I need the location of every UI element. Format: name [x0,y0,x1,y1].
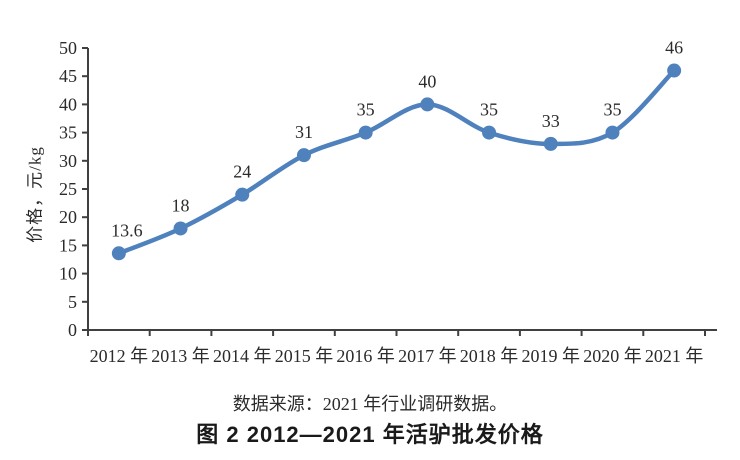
x-tick-label: 2012 年 [90,346,149,366]
y-tick-label: 25 [59,179,77,199]
y-tick-label: 0 [68,320,77,340]
data-point-label: 40 [418,71,436,91]
y-tick-label: 5 [68,292,77,312]
x-tick-label: 2013 年 [151,346,210,366]
y-tick-label: 20 [59,207,77,227]
data-point-label: 35 [480,100,498,120]
data-point-marker [111,246,126,261]
data-point-label: 33 [542,111,560,131]
x-tick-label: 2021 年 [645,346,704,366]
y-tick-label: 40 [59,94,77,114]
y-tick-label: 45 [59,66,77,86]
x-tick-label: 2017 年 [398,346,457,366]
data-point-marker [605,125,620,140]
data-point-label: 31 [295,122,313,142]
y-tick-label: 15 [59,235,77,255]
data-point-marker [667,63,682,78]
data-point-marker [173,221,188,236]
data-point-marker [358,125,373,140]
x-tick-label: 2015 年 [275,346,334,366]
data-point-label: 18 [172,195,190,215]
data-point-marker [482,125,497,140]
data-point-label: 46 [665,38,683,58]
x-tick-label: 2019 年 [522,346,581,366]
y-axis-title: 价格，元/kg [25,146,45,243]
data-point-marker [420,97,435,112]
data-point-marker [543,136,558,151]
y-tick-label: 35 [59,123,77,143]
price-line [116,68,677,256]
figure-title: 图 2 2012—2021 年活驴批发价格 [196,422,544,447]
y-tick-label: 30 [59,151,77,171]
data-point-label: 24 [233,162,251,182]
data-source-note: 数据来源：2021 年行业调研数据。 [232,394,508,414]
y-tick-label: 50 [59,38,77,58]
data-point-label: 13.6 [111,220,143,240]
data-point-label: 35 [603,100,621,120]
y-tick-label: 10 [59,264,77,284]
x-tick-label: 2018 年 [460,346,519,366]
data-point-marker [235,187,250,202]
x-tick-label: 2020 年 [583,346,642,366]
x-tick-label: 2014 年 [213,346,272,366]
data-point-marker [296,148,311,163]
x-tick-label: 2016 年 [336,346,395,366]
data-point-label: 35 [357,100,375,120]
